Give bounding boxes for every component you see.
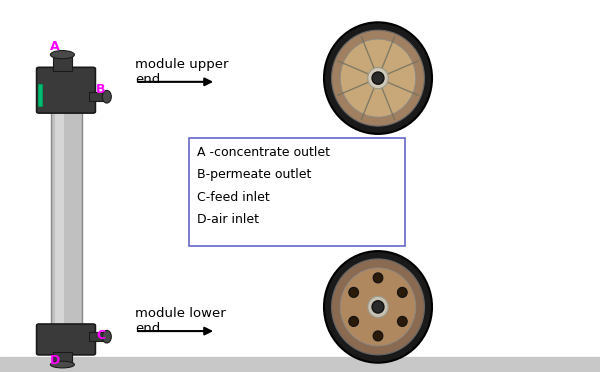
Ellipse shape xyxy=(332,30,424,126)
Text: B-permeate outlet: B-permeate outlet xyxy=(197,169,311,181)
Text: C: C xyxy=(96,329,106,342)
Ellipse shape xyxy=(102,330,112,343)
Text: C-feed inlet: C-feed inlet xyxy=(197,191,269,203)
Bar xyxy=(0,357,600,372)
Bar xyxy=(51,108,82,329)
Text: A -concentrate outlet: A -concentrate outlet xyxy=(197,146,330,159)
Bar xyxy=(53,55,72,71)
Bar xyxy=(38,84,42,106)
Ellipse shape xyxy=(368,68,388,89)
Ellipse shape xyxy=(397,316,407,327)
Bar xyxy=(55,112,64,326)
Ellipse shape xyxy=(340,268,416,346)
Ellipse shape xyxy=(373,273,383,283)
Ellipse shape xyxy=(372,301,384,313)
Ellipse shape xyxy=(349,287,359,298)
Ellipse shape xyxy=(324,251,432,363)
FancyBboxPatch shape xyxy=(189,138,405,246)
Ellipse shape xyxy=(50,361,74,368)
Ellipse shape xyxy=(50,51,74,59)
Ellipse shape xyxy=(324,22,432,134)
Text: module upper
end: module upper end xyxy=(135,58,229,86)
Ellipse shape xyxy=(102,90,112,103)
Ellipse shape xyxy=(372,72,384,84)
Text: B: B xyxy=(96,83,106,96)
Bar xyxy=(89,332,107,341)
Text: D: D xyxy=(50,355,61,367)
Ellipse shape xyxy=(397,287,407,298)
Bar xyxy=(89,92,107,101)
FancyBboxPatch shape xyxy=(37,324,95,355)
Ellipse shape xyxy=(340,39,416,117)
Ellipse shape xyxy=(368,296,388,318)
Bar xyxy=(53,352,72,365)
Ellipse shape xyxy=(349,316,359,327)
Text: A: A xyxy=(50,40,60,53)
Text: module lower
end: module lower end xyxy=(135,307,226,335)
Text: D-air inlet: D-air inlet xyxy=(197,213,259,226)
Ellipse shape xyxy=(332,259,424,355)
Ellipse shape xyxy=(373,331,383,341)
FancyBboxPatch shape xyxy=(37,67,95,113)
